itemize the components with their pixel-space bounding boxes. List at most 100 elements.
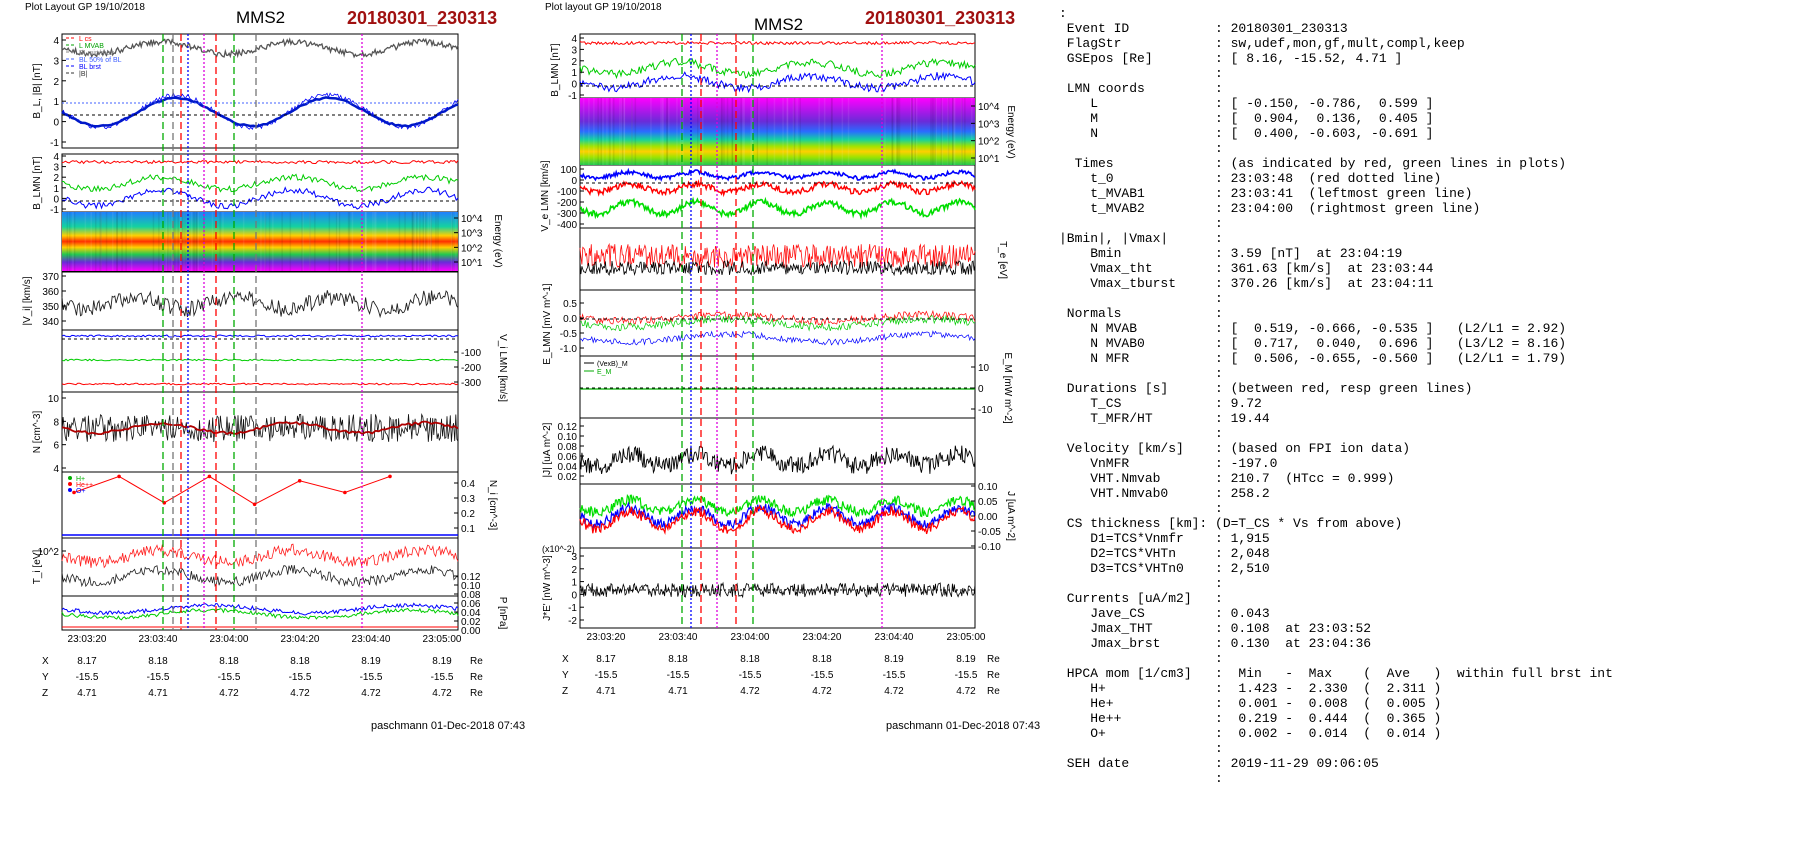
middle-electron-spectrogram-streak: [620, 98, 623, 165]
middle-p7-tick-label: 0.10: [558, 432, 578, 443]
left-footer: paschmann 01-Dec-2018 07:43: [371, 720, 526, 732]
middle-ylabel-energy: Energy (eV): [1005, 105, 1016, 158]
left-ion-spectrogram-streak: [116, 212, 118, 271]
middle-electron-spectrogram-streak: [974, 98, 976, 165]
left-p1-legend-label: |B|: [79, 71, 87, 78]
left-p6-tick-label: 6: [53, 441, 59, 452]
middle-p4-tepar-line: [579, 242, 976, 270]
middle-p6-legend-label: E_M: [597, 369, 612, 376]
middle-pos-value: 8.17: [596, 654, 616, 665]
left-ylabel-ti: T_i [eV]: [32, 550, 43, 585]
middle-electron-spectrogram-streak: [947, 98, 949, 165]
left-p1-tick-label: 2: [53, 77, 59, 88]
middle-electron-spectrogram-streak: [743, 98, 745, 165]
middle-ylabel-elmn: E_LMN [mV m^-1]: [542, 283, 553, 365]
middle-pos-unit: Re: [987, 670, 1000, 681]
left-ylabel-vilmn: V_i LMN [km/s]: [497, 334, 508, 402]
left-ion-spectrogram-streak: [301, 212, 303, 271]
middle-p8-tick-label: -0.05: [978, 527, 1001, 538]
left-p2-tick-label: 1: [53, 184, 59, 195]
middle-ylabel-ve: V_e LMN [km/s]: [540, 160, 551, 231]
left-ion-spectrogram-streak: [222, 212, 224, 271]
left-ion-spectrogram-streak: [451, 212, 453, 271]
middle-electron-spectrogram-streak: [668, 98, 670, 165]
middle-electron-spectrogram-streak: [786, 98, 789, 165]
middle-time-label: 23:03:40: [659, 632, 698, 643]
middle-p7-tick-label: 0.12: [558, 422, 578, 433]
middle-electron-spectrogram-streak: [631, 98, 633, 165]
left-pos-value: -15.5: [218, 672, 241, 683]
left-pos-value: 8.18: [219, 656, 239, 667]
left-ion-spectrogram-streak: [112, 212, 114, 271]
middle-electron-spectrogram-streak: [609, 98, 611, 165]
left-ion-spectrogram-streak: [264, 212, 266, 271]
middle-pos-value: -15.5: [739, 670, 762, 681]
middle-p8-tick-label: 0.05: [978, 497, 998, 508]
left-pos-value: 4.71: [77, 688, 97, 699]
middle-electron-spectrogram-streak: [756, 98, 759, 165]
left-time-label: 23:03:20: [68, 634, 107, 645]
middle-spec-tick-label: 10^4: [978, 102, 1000, 113]
middle-p1-tick-label: 4: [571, 34, 577, 45]
left-ion-spectrogram-streak: [66, 212, 69, 271]
middle-electron-spectrogram-streak: [898, 98, 901, 165]
left-ion-spectrogram-streak: [90, 212, 92, 271]
middle-electron-spectrogram-streak: [650, 98, 652, 165]
middle-electron-spectrogram-streak: [971, 98, 973, 165]
left-p9-tick-label: 0.10: [461, 581, 481, 592]
middle-ylabel-blmn: B_LMN [nT]: [550, 43, 561, 97]
middle-electron-spectrogram-streak: [884, 98, 886, 165]
left-ion-spectrogram-streak: [289, 212, 292, 271]
left-ion-spectrogram-streak: [302, 212, 304, 271]
middle-pos-value: 4.72: [812, 686, 832, 697]
middle-pos-value: 8.18: [740, 654, 760, 665]
left-p4-tick-label: 350: [42, 302, 59, 313]
middle-p6-tick-label: 0: [978, 384, 984, 395]
left-ion-spectrogram-streak: [183, 212, 185, 271]
left-p9-tick-label: 0.08: [461, 590, 481, 601]
middle-electron-spectrogram-streak: [954, 98, 956, 165]
left-p5-vn-line: [61, 382, 459, 386]
middle-p3-vn-line: [580, 196, 976, 221]
middle-pos-value: 4.72: [740, 686, 760, 697]
left-p5-vm-line: [61, 358, 459, 362]
middle-pos-row-label: X: [562, 654, 569, 665]
left-p7-tick-label: 0.3: [461, 494, 475, 505]
left-p2-tick-label: 0: [53, 194, 59, 205]
left-header: Plot Layout GP 19/10/2018: [25, 2, 145, 13]
middle-pos-row-label: Y: [562, 670, 569, 681]
left-ion-spectrogram-streak: [415, 212, 418, 271]
left-ion-spectrogram-streak: [116, 212, 118, 271]
middle-p9-tick-label: -1: [568, 603, 577, 614]
middle-p1-tick-label: 2: [571, 57, 577, 68]
left-ion-spectrogram-streak: [425, 212, 427, 271]
left-ion-spectrogram-streak: [281, 212, 283, 271]
left-ion-spectrogram-streak: [100, 212, 102, 271]
left-p7-legend-label: O+: [76, 488, 86, 495]
left-p9-tick-label: 0.04: [461, 608, 481, 619]
middle-p8-tick-label: -0.10: [978, 542, 1001, 553]
left-ion-spectrogram-streak: [335, 212, 338, 271]
left-pos-value: 4.72: [290, 688, 310, 699]
left-ion-spectrogram-streak: [158, 212, 160, 271]
left-p4-vi-line: [61, 290, 459, 319]
middle-electron-spectrogram-streak: [613, 98, 615, 165]
left-pos-value: -15.5: [360, 672, 383, 683]
middle-p3-vl-line: [579, 167, 976, 182]
left-p9-pe-line: [61, 607, 459, 621]
left-ion-spectrogram-streak: [152, 212, 155, 271]
left-p1-legend-label: BLmin/max: [79, 50, 115, 57]
middle-electron-spectrogram-streak: [682, 98, 684, 165]
left-p8-tipar-line: [61, 543, 459, 569]
left-ion-spectrogram-streak: [365, 212, 367, 271]
middle-electron-spectrogram-streak: [621, 98, 624, 165]
middle-electron-spectrogram-streak: [731, 98, 734, 165]
middle-electron-spectrogram-streak: [662, 98, 664, 165]
middle-electron-spectrogram-streak: [610, 98, 613, 165]
left-p1-legend-label: BL brst: [79, 64, 101, 71]
left-spec-tick-label: 10^4: [461, 214, 483, 225]
left-time-label: 23:03:40: [139, 634, 178, 645]
left-p1-tick-label: 4: [53, 36, 59, 47]
left-pos-value: 8.19: [361, 656, 381, 667]
